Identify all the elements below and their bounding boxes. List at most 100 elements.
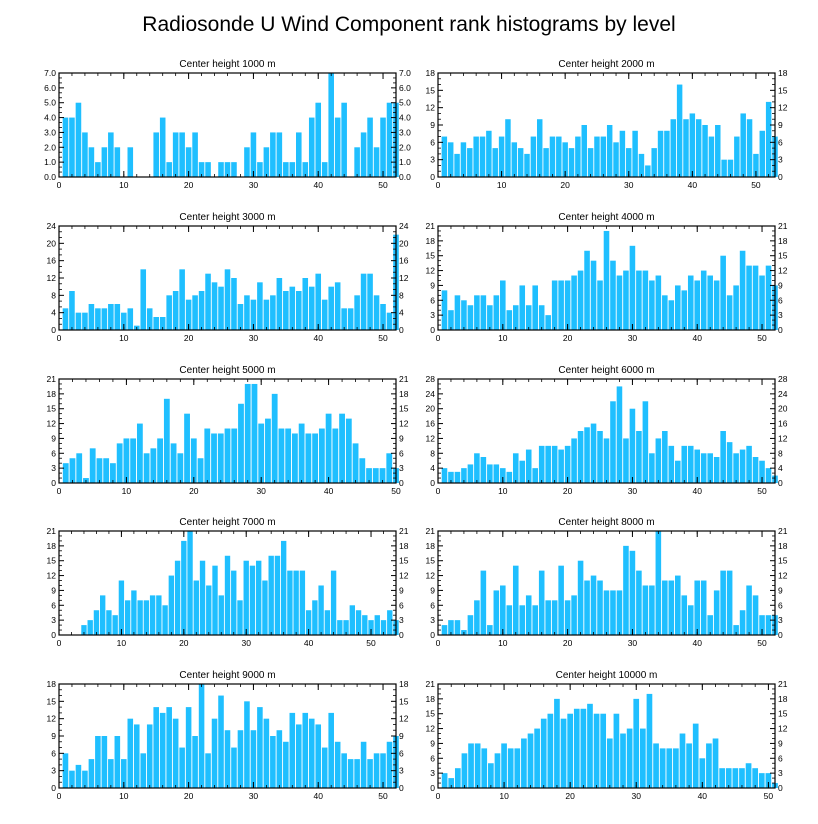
histogram-bar — [131, 590, 137, 635]
y-tick-label: 18 — [426, 541, 436, 551]
histogram-bar — [727, 159, 734, 177]
y-tick-label: 20 — [426, 404, 436, 414]
y-tick-label: 15 — [778, 85, 788, 95]
y-tick-label: 16 — [47, 256, 57, 266]
histogram-bar — [600, 136, 607, 177]
histogram-bar — [334, 117, 341, 177]
histogram-bar — [321, 162, 328, 177]
histogram-bar — [318, 428, 325, 483]
histogram-bar — [506, 605, 513, 635]
y-tick-label: 28 — [778, 374, 788, 384]
histogram-bar — [218, 286, 224, 330]
y-tick-label: 9 — [778, 120, 783, 130]
x-tick-label: 20 — [184, 791, 194, 801]
y-tick-label: 6 — [51, 748, 56, 758]
y-tick-label: 6 — [778, 137, 783, 147]
y-tick-label: 21 — [778, 526, 788, 536]
histogram-bar — [112, 615, 118, 635]
x-tick-label: 0 — [57, 180, 62, 190]
histogram-bar — [551, 600, 558, 635]
x-tick-label: 50 — [757, 333, 767, 343]
histogram-bar — [700, 453, 707, 483]
histogram-bar — [302, 712, 309, 788]
histogram-bar — [162, 605, 168, 635]
histogram-bar — [116, 443, 123, 483]
histogram-bar — [668, 445, 675, 483]
y-tick-label: 15 — [426, 709, 436, 719]
histogram-bar — [512, 565, 519, 635]
histogram-bar — [745, 763, 752, 788]
histogram-bar — [373, 147, 380, 177]
histogram-bar — [192, 295, 198, 330]
histogram-bar — [479, 136, 486, 177]
histogram-bar — [366, 468, 372, 483]
histogram-bar — [659, 748, 666, 788]
histogram-bar — [467, 464, 474, 483]
y-tick-label: 12 — [426, 103, 436, 113]
histogram-bar — [474, 453, 480, 483]
histogram-bar — [448, 620, 454, 635]
histogram-bar — [554, 698, 560, 788]
histogram-bar — [137, 600, 143, 635]
y-tick-label: 12 — [47, 419, 57, 429]
histogram-bar — [95, 736, 101, 788]
histogram-bar — [689, 113, 696, 177]
histogram-bar — [343, 620, 349, 635]
histogram-bar — [76, 453, 83, 483]
histogram-bar — [746, 265, 752, 330]
histogram-bar — [480, 570, 487, 635]
histogram-bar — [360, 132, 367, 177]
histogram-bar — [610, 590, 616, 635]
histogram-bar — [759, 275, 765, 330]
histogram-bar — [694, 580, 701, 635]
histogram-bar — [519, 285, 526, 330]
histogram-bar — [740, 113, 746, 177]
histogram-bar — [250, 132, 257, 177]
histogram-bar — [143, 453, 150, 483]
histogram-bar — [181, 540, 187, 635]
histogram-bar — [153, 317, 159, 330]
histogram-bar — [218, 595, 224, 635]
histogram-bar — [454, 471, 461, 483]
panel-title: Center height 2000 m — [558, 59, 654, 70]
histogram-bar — [283, 291, 289, 330]
histogram-bar — [177, 453, 184, 483]
histogram-bar — [720, 431, 726, 483]
y-tick-label: 24 — [399, 221, 409, 231]
histogram-bar — [581, 125, 587, 177]
histogram-bar — [244, 295, 250, 330]
y-tick-label: 18 — [47, 679, 57, 689]
histogram-bar — [386, 102, 393, 177]
histogram-bar — [590, 423, 597, 483]
histogram-bar — [759, 460, 765, 483]
panel-title: Center height 6000 m — [558, 365, 654, 376]
histogram-bar — [328, 73, 334, 177]
y-tick-label: 12 — [399, 714, 409, 724]
histogram-bar — [163, 398, 170, 483]
x-tick-label: 10 — [498, 486, 508, 496]
histogram-bar — [337, 620, 343, 635]
histogram-bar — [347, 759, 354, 788]
y-tick-label: 0 — [51, 325, 56, 335]
histogram-bar — [460, 142, 467, 177]
y-tick-label: 3 — [51, 463, 56, 473]
y-tick-label: 6 — [430, 295, 435, 305]
histogram-bar — [646, 693, 653, 788]
y-tick-label: 18 — [399, 541, 409, 551]
y-tick-label: 5.0 — [44, 98, 56, 108]
y-tick-label: 9 — [778, 738, 783, 748]
histogram-bar — [481, 748, 488, 788]
histogram-bar — [715, 125, 721, 177]
histogram-bar — [146, 308, 153, 330]
histogram-bar — [448, 778, 455, 788]
histogram-bar — [82, 312, 88, 330]
histogram-bar — [573, 708, 580, 788]
histogram-bar — [493, 590, 500, 635]
histogram-bar — [525, 305, 532, 330]
histogram-bar — [287, 570, 293, 635]
histogram-bar — [211, 433, 217, 483]
y-tick-label: 21 — [47, 374, 57, 384]
panel-title: Center height 4000 m — [558, 212, 654, 223]
panel-title: Center height 1000 m — [179, 59, 275, 70]
